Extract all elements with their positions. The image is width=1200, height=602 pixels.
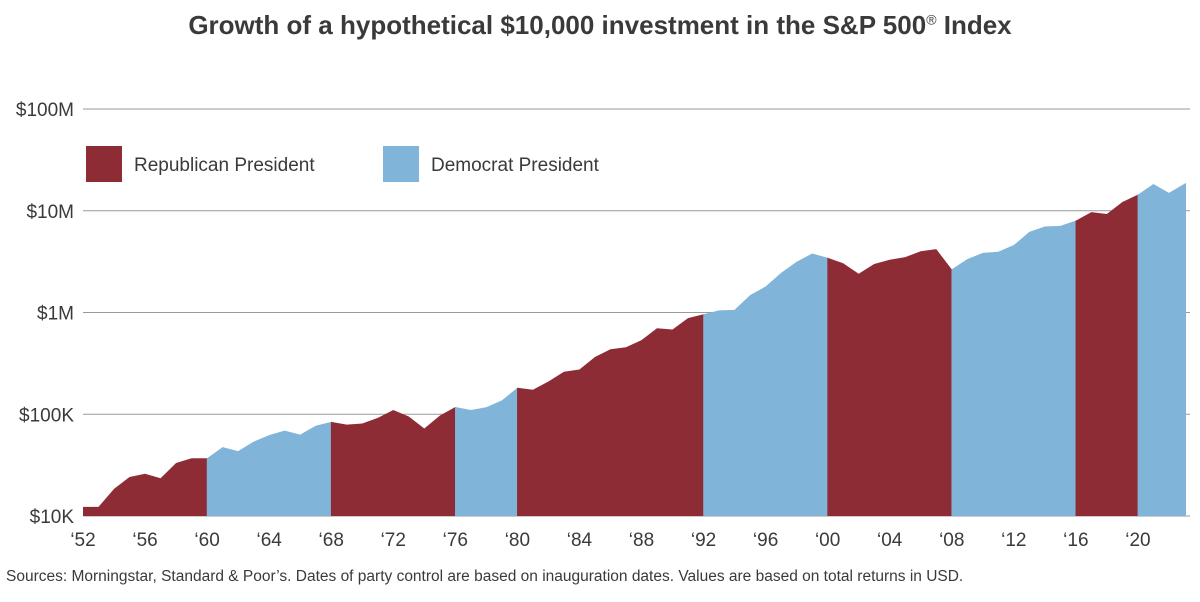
x-tick-label: ‘12 xyxy=(1001,530,1026,551)
republican-period-band xyxy=(827,182,953,516)
x-tick-label: ‘08 xyxy=(939,530,964,551)
y-tick-label: $100K xyxy=(19,405,74,426)
y-tick-label: $10K xyxy=(30,507,75,528)
democrat-legend-swatch xyxy=(383,146,419,182)
registered-mark: ® xyxy=(926,11,937,28)
chart-title: Growth of a hypothetical $10,000 investm… xyxy=(0,10,1200,41)
x-tick-label: ‘60 xyxy=(194,530,219,551)
y-axis-ticks: $10K $100K $1M $10M $100M xyxy=(16,100,74,528)
x-tick-label: ‘80 xyxy=(505,530,530,551)
legend: Republican President Democrat President xyxy=(86,146,600,182)
republican-legend-label: Republican President xyxy=(134,155,315,176)
x-tick-label: ‘92 xyxy=(691,530,716,551)
chart-title-text: Growth of a hypothetical $10,000 investm… xyxy=(188,10,927,40)
democrat-period-band xyxy=(951,182,1077,516)
y-tick-label: $10M xyxy=(26,202,74,223)
x-tick-label: ‘88 xyxy=(629,530,654,551)
x-tick-label: ‘52 xyxy=(70,530,95,551)
source-note: Sources: Morningstar, Standard & Poor’s.… xyxy=(6,568,964,585)
x-tick-label: ‘64 xyxy=(256,530,282,551)
x-tick-label: ‘56 xyxy=(132,530,157,551)
x-axis-ticks: ‘52 ‘56 ‘60 ‘64 ‘68 ‘72 ‘76 ‘80 ‘84 ‘88 ‘92 ‘96 ‘00 ‘… xyxy=(70,530,1150,551)
democrat-period-band xyxy=(1137,182,1186,516)
x-tick-label: ‘96 xyxy=(753,530,778,551)
x-tick-label: ‘72 xyxy=(381,530,406,551)
y-tick-label: $100M xyxy=(16,100,74,121)
republican-period-band xyxy=(1075,182,1139,516)
x-tick-label: ‘00 xyxy=(815,530,840,551)
x-tick-label: ‘20 xyxy=(1125,530,1150,551)
chart-title-suffix: Index xyxy=(936,10,1012,40)
growth-chart: $10K $100K $1M $10M $100M ‘52 ‘56 ‘60 ‘64 ‘68 ‘72… xyxy=(16,100,1190,551)
democrat-legend-label: Democrat President xyxy=(431,155,600,176)
x-tick-label: ‘68 xyxy=(319,530,344,551)
republican-legend-swatch xyxy=(86,146,122,182)
x-tick-label: ‘16 xyxy=(1063,530,1088,551)
y-tick-label: $1M xyxy=(37,304,74,325)
x-tick-label: ‘04 xyxy=(877,530,903,551)
democrat-period-band xyxy=(703,182,828,516)
x-tick-label: ‘84 xyxy=(567,530,593,551)
x-tick-label: ‘76 xyxy=(443,530,468,551)
